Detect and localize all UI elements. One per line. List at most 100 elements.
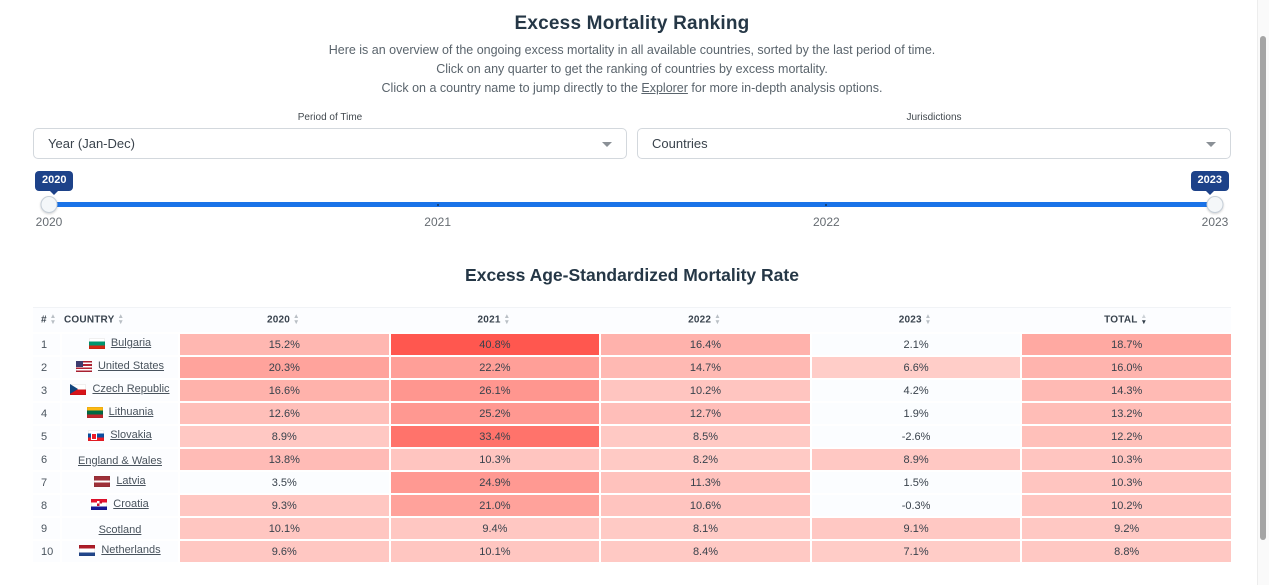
slider-start-badge: 2020: [35, 171, 74, 195]
country-link[interactable]: Netherlands: [101, 544, 161, 556]
table-row: 7 Latvia 3.5% 24.9% 11.3% 1.5% 10.3%: [33, 472, 1231, 495]
table-row: 6 England & Wales 13.8% 10.3% 8.2% 8.9% 10.3%: [33, 449, 1231, 472]
period-filter: Period of Time Year (Jan-Dec): [33, 111, 627, 159]
country-link[interactable]: Scotland: [98, 523, 142, 536]
column-header-rank[interactable]: # ▲ ▼: [33, 307, 60, 334]
country-cell: Scotland: [60, 518, 178, 541]
value-cell-y2021: 9.4%: [388, 518, 600, 541]
value-cell-y2023: 1.9%: [809, 403, 1021, 426]
slider-handle-start[interactable]: [40, 196, 58, 213]
value-cell-y2022: 8.2%: [599, 449, 810, 472]
rank-cell: 5: [33, 426, 60, 449]
column-label: 2022: [688, 314, 712, 326]
sort-icon: ▲ ▼: [49, 313, 57, 326]
value-cell-y2020: 12.6%: [178, 403, 389, 426]
subtitle-line-3-pre: Click on a country name to jump directly…: [381, 81, 642, 95]
sort-icon: ▲ ▼: [1140, 313, 1148, 326]
sort-icon: ▲ ▼: [924, 313, 932, 326]
slider-tick-label-2023: 2023: [1201, 215, 1229, 229]
table-row: 10 Netherlands 9.6% 10.1% 8.4% 7.1% 8.8%: [33, 541, 1231, 564]
slider-track-area: [40, 195, 1224, 213]
value-cell-y2022: 12.7%: [599, 403, 810, 426]
country-cell: Netherlands: [60, 541, 178, 564]
country-link[interactable]: Croatia: [113, 498, 149, 510]
table-row: 1 Bulgaria 15.2% 40.8% 16.4% 2.1% 18.7%: [33, 334, 1231, 357]
country-link[interactable]: Latvia: [116, 475, 146, 487]
value-cell-y2021: 22.2%: [388, 357, 600, 380]
value-cell-total: 10.2%: [1020, 495, 1231, 518]
country-link[interactable]: Slovakia: [110, 429, 152, 441]
table-title: Excess Age-Standardized Mortality Rate: [465, 265, 799, 285]
value-cell-y2020: 16.6%: [178, 380, 389, 403]
slider-tick-label-2022: 2022: [812, 215, 840, 229]
value-cell-y2022: 8.5%: [599, 426, 810, 449]
value-cell-y2020: 9.6%: [178, 541, 389, 564]
sort-icon: ▲ ▼: [714, 313, 721, 326]
country-cell: England & Wales: [60, 449, 178, 472]
jurisdictions-select[interactable]: Countries: [637, 128, 1231, 159]
value-cell-y2022: 16.4%: [599, 334, 810, 357]
country-cell: Bulgaria: [60, 334, 178, 357]
vertical-scrollbar[interactable]: [1257, 0, 1269, 585]
period-select-value: Year (Jan-Dec): [48, 136, 135, 151]
column-label: COUNTRY: [64, 314, 115, 326]
slider-tick-dot: [436, 204, 439, 206]
slider-tick-dot: [825, 204, 828, 206]
value-cell-total: 14.3%: [1020, 380, 1231, 403]
country-link[interactable]: Czech Republic: [92, 383, 170, 395]
column-header-country[interactable]: COUNTRY ▲ ▼: [60, 307, 178, 334]
table-row: 2 United States 20.3% 22.2% 14.7% 6.6% 16.0%: [33, 357, 1231, 380]
value-cell-y2021: 10.1%: [388, 541, 600, 564]
slider-tick-label-2021: 2021: [424, 215, 452, 229]
page-subtitle: Here is an overview of the ongoing exces…: [33, 41, 1231, 98]
column-header-y2023[interactable]: 2023 ▲ ▼: [809, 307, 1021, 334]
value-cell-y2020: 9.3%: [178, 495, 389, 518]
column-label: 2023: [898, 314, 922, 326]
value-cell-y2023: -0.3%: [809, 495, 1021, 518]
rank-cell: 6: [33, 449, 60, 472]
value-cell-y2021: 33.4%: [388, 426, 600, 449]
country-cell: Slovakia: [60, 426, 178, 449]
column-header-y2022[interactable]: 2022 ▲ ▼: [599, 307, 810, 334]
rank-cell: 4: [33, 403, 60, 426]
column-label: #: [41, 314, 47, 326]
slider-tick-labels: 2020 2021 2022 2023: [36, 215, 1229, 231]
country-link[interactable]: Lithuania: [108, 406, 154, 418]
mortality-table: # ▲ ▼ COUNTRY ▲ ▼ 2020 ▲ ▼ 2021 ▲ ▼ 2022 ▲ ▼ 2023 ▲ ▼ TOTA…: [33, 307, 1231, 564]
value-cell-y2023: 4.2%: [809, 380, 1021, 403]
country-link[interactable]: England & Wales: [78, 454, 162, 467]
year-range-slider: 2020 2023 2020 2021 2022 2023: [33, 171, 1231, 231]
value-cell-total: 9.2%: [1020, 518, 1231, 541]
page-title: Excess Mortality Ranking: [514, 13, 750, 34]
rank-cell: 2: [33, 357, 60, 380]
table-row: 8 Croatia 9.3% 21.0% 10.6% -0.3% 10.2%: [33, 495, 1231, 518]
value-cell-y2021: 26.1%: [388, 380, 600, 403]
rank-cell: 8: [33, 495, 60, 518]
country-link[interactable]: Bulgaria: [110, 337, 152, 349]
jurisdictions-filter-label: Jurisdictions: [906, 112, 962, 123]
value-cell-y2023: 6.6%: [809, 357, 1021, 380]
chevron-down-icon: [1206, 142, 1216, 147]
country-cell: United States: [60, 357, 178, 380]
country-link[interactable]: United States: [97, 360, 165, 372]
column-label: 2021: [477, 314, 501, 326]
period-select[interactable]: Year (Jan-Dec): [33, 128, 627, 159]
value-cell-total: 8.8%: [1020, 541, 1231, 564]
slider-handle-end[interactable]: [1206, 196, 1224, 213]
column-header-total[interactable]: TOTAL ▲ ▼: [1020, 307, 1231, 334]
value-cell-y2022: 14.7%: [599, 357, 810, 380]
value-cell-y2023: 2.1%: [809, 334, 1021, 357]
column-header-y2020[interactable]: 2020 ▲ ▼: [178, 307, 389, 334]
explorer-link[interactable]: Explorer: [641, 81, 688, 95]
value-cell-y2020: 3.5%: [178, 472, 389, 495]
table-header-row: # ▲ ▼ COUNTRY ▲ ▼ 2020 ▲ ▼ 2021 ▲ ▼ 2022 ▲ ▼ 2023 ▲ ▼ TOTA…: [33, 307, 1231, 334]
value-cell-y2021: 10.3%: [388, 449, 600, 472]
slider-track[interactable]: [43, 202, 1221, 207]
sort-icon: ▲ ▼: [293, 313, 300, 326]
scrollbar-thumb[interactable]: [1260, 36, 1266, 540]
value-cell-y2022: 10.6%: [599, 495, 810, 518]
value-cell-total: 13.2%: [1020, 403, 1231, 426]
column-label: 2020: [266, 314, 290, 326]
slider-end-badge: 2023: [1190, 171, 1229, 195]
column-header-y2021[interactable]: 2021 ▲ ▼: [388, 307, 600, 334]
